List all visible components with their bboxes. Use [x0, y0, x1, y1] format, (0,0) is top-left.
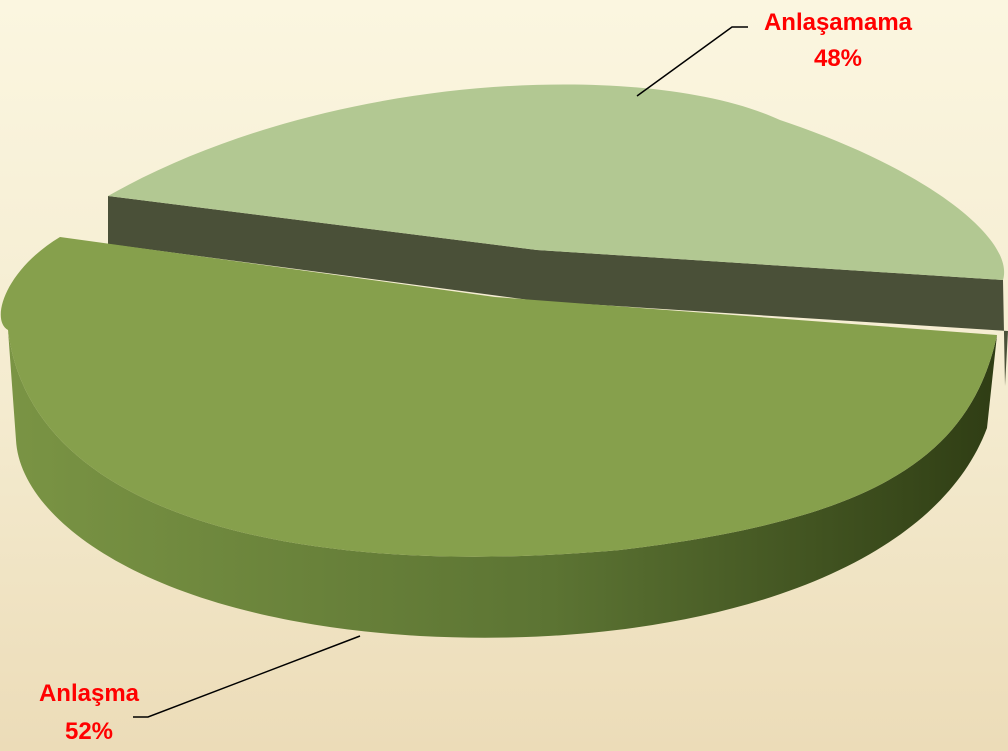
slice-anlasma[interactable] — [0, 237, 998, 557]
data-label-anlasma-value: 52% — [65, 718, 113, 745]
data-label-anlasamama-name: Anlaşamama — [764, 9, 913, 36]
leader-line-anlasamama — [636, 26, 748, 97]
slice-anlasma-side[interactable] — [8, 330, 997, 638]
data-label-anlasamama-value: 48% — [814, 45, 862, 72]
slice-anlasamama[interactable] — [108, 84, 1005, 280]
data-label-anlasma-name: Anlaşma — [39, 680, 140, 707]
slice-anlasamama-wall[interactable] — [108, 196, 1008, 386]
leader-line-anlasma — [133, 635, 361, 718]
